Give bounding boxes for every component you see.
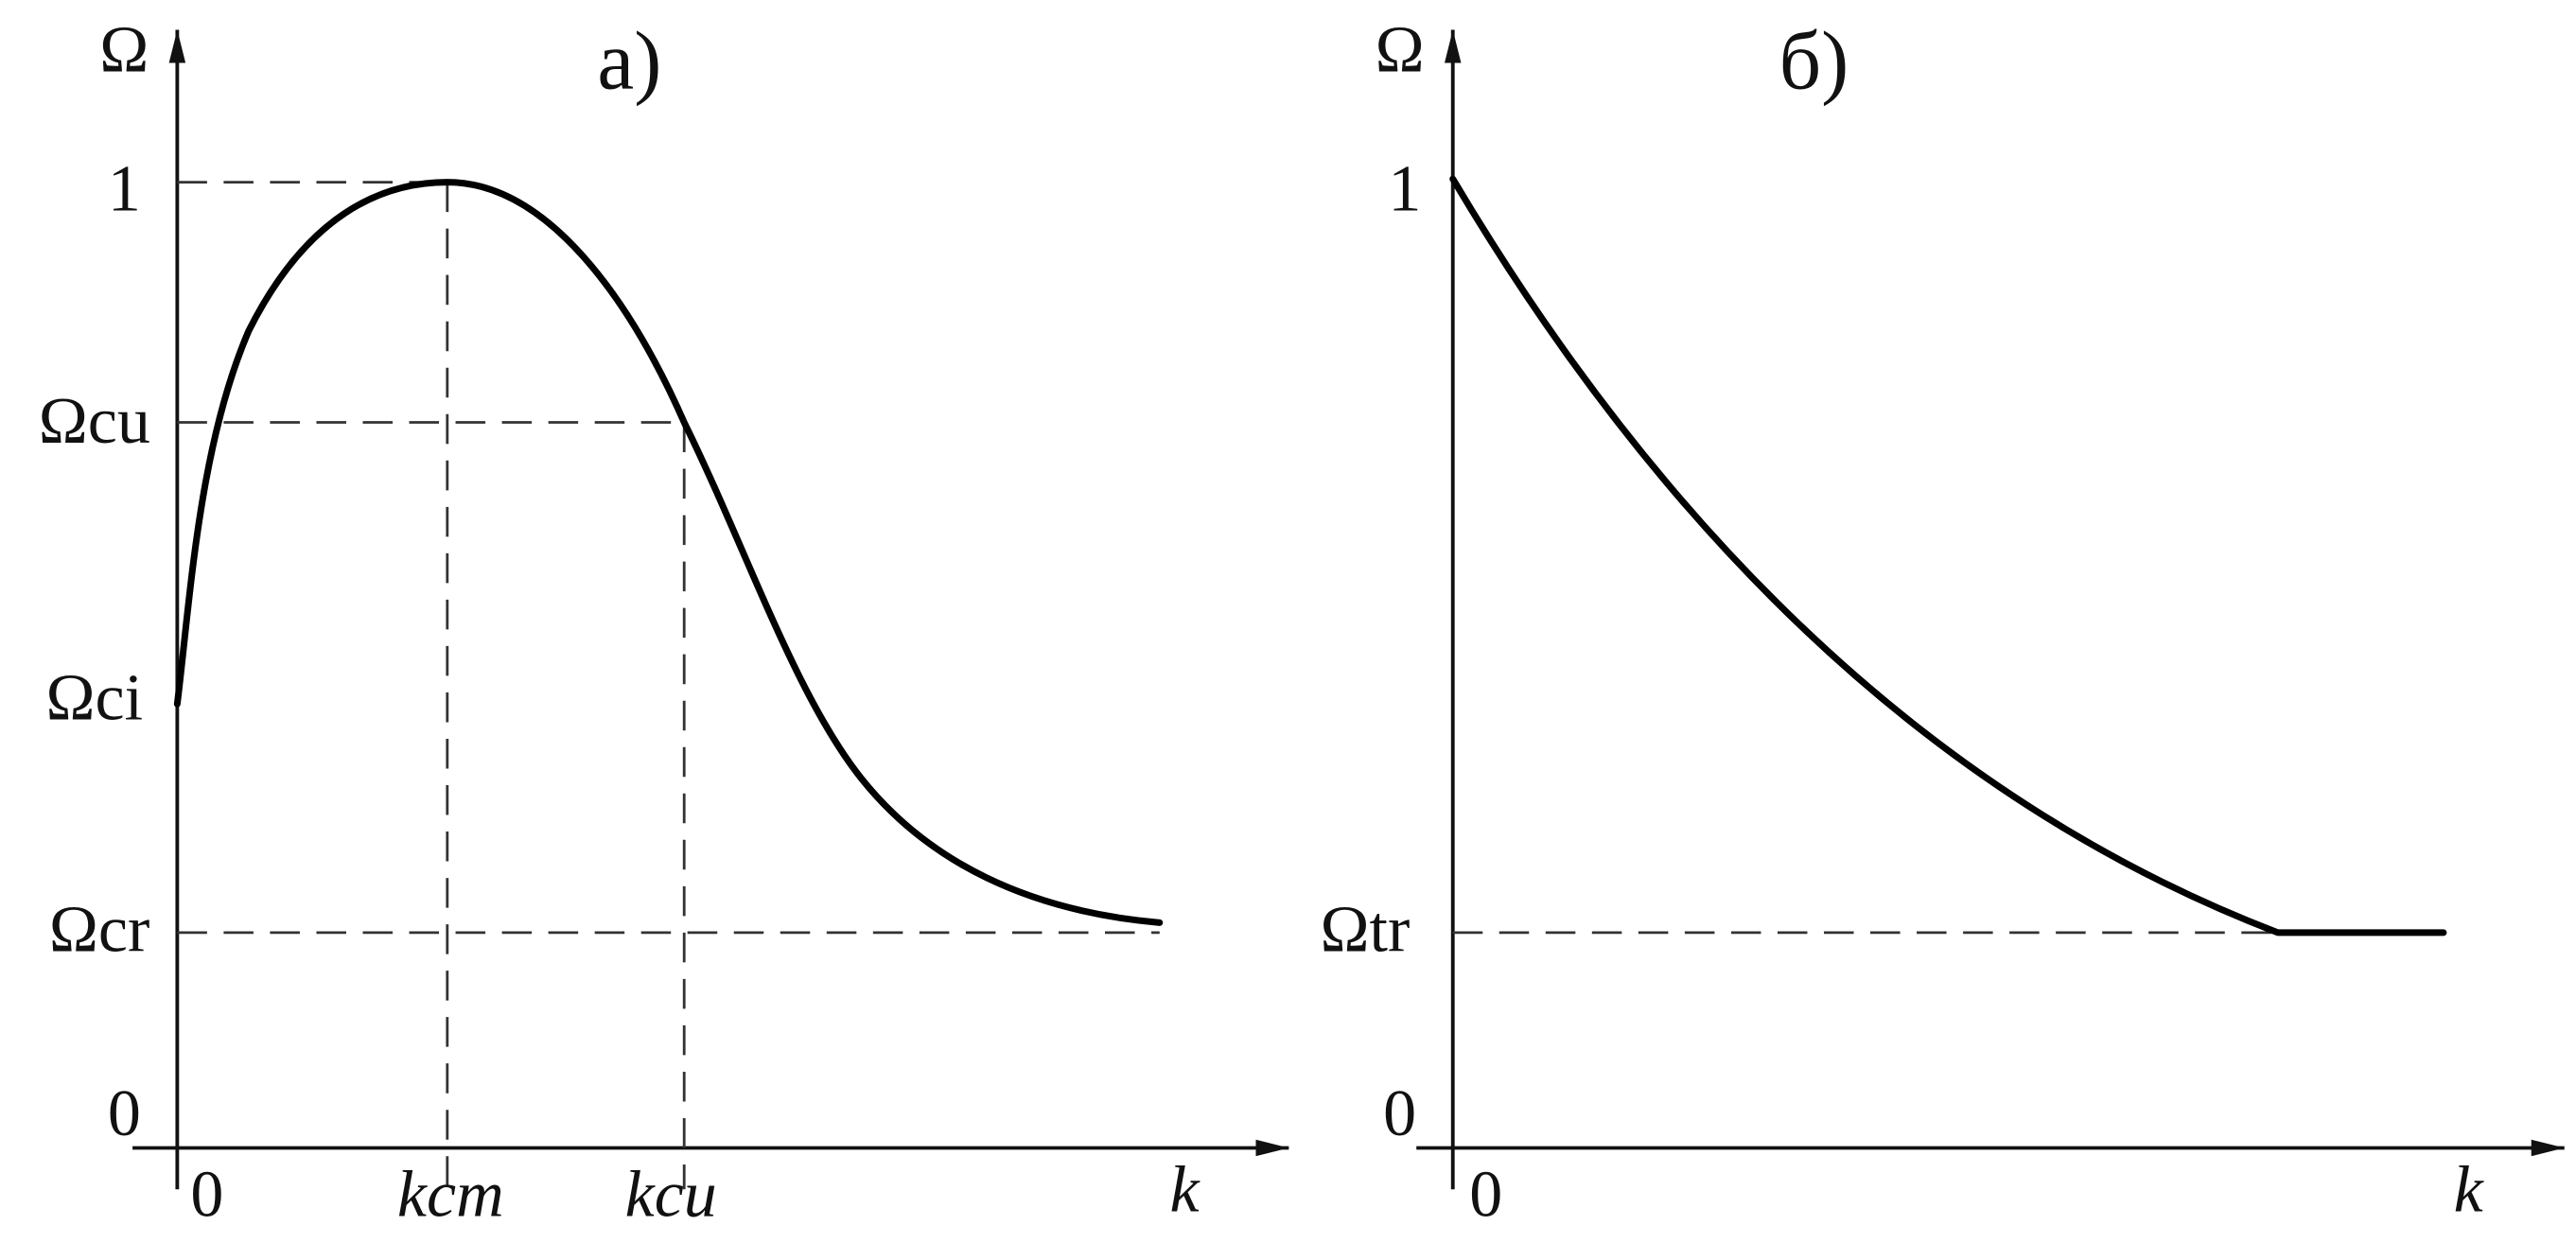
y-axis-label: Ω — [99, 14, 149, 87]
panel-b: б) Ω k 1 Ωtr 0 0 — [1321, 14, 2565, 1232]
panel-title: б) — [1779, 15, 1849, 107]
x-tick-label: kcu — [625, 1159, 717, 1232]
x-axis-label: k — [2454, 1153, 2485, 1226]
y-tick-label: 1 — [1388, 153, 1421, 226]
y-tick-label: Ωcr — [49, 893, 149, 966]
y-tick-label: 0 — [1383, 1077, 1416, 1150]
x-axis-label: k — [1170, 1153, 1201, 1226]
panel-a: а) Ω k 1 Ωcu Ωci Ωcr 0 0 kcm kcu — [39, 14, 1289, 1232]
x-tick-label: 0 — [190, 1159, 223, 1232]
y-tick-label: 1 — [108, 153, 141, 226]
curve — [173, 179, 1164, 926]
curve — [1449, 175, 2447, 937]
x-tick-label: kcm — [397, 1159, 504, 1232]
y-axis-label: Ω — [1376, 14, 1425, 87]
y-tick-label: Ωtr — [1321, 893, 1411, 966]
guide-lines — [177, 181, 1160, 1190]
y-tick-label: 0 — [108, 1077, 141, 1150]
y-tick-label: Ωci — [46, 661, 144, 734]
y-tick-label: Ωcu — [39, 385, 150, 458]
x-tick-label: 0 — [1469, 1159, 1502, 1232]
panel-title: а) — [597, 15, 661, 107]
